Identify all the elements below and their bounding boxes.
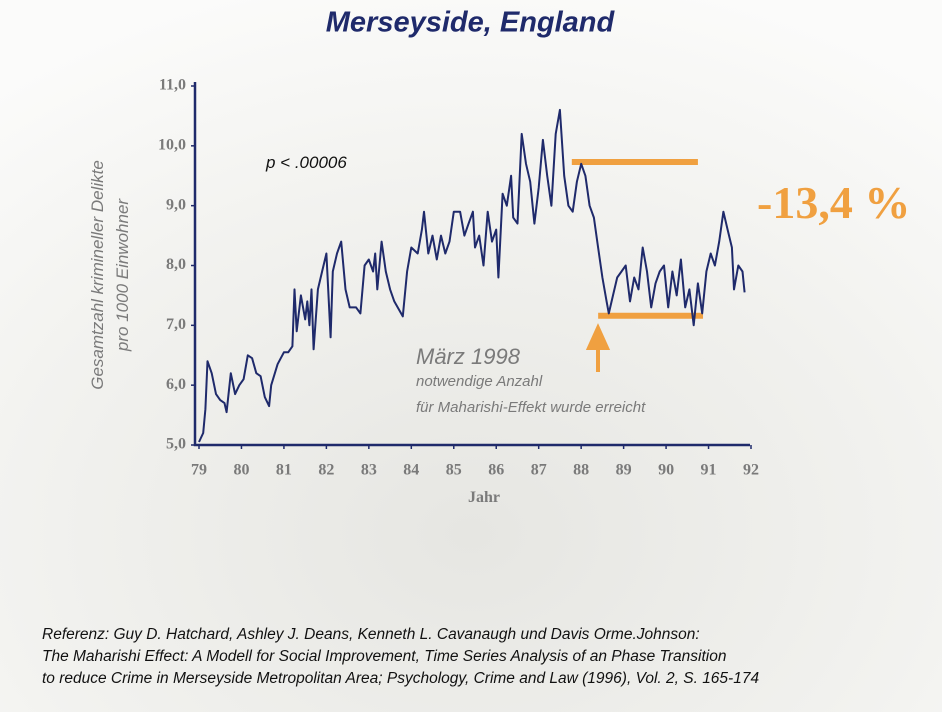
y-tick-label: 7,0 xyxy=(166,316,186,333)
annotation-title: März 1998 xyxy=(416,344,521,369)
x-tick-label: 87 xyxy=(531,462,547,479)
y-tick-label: 6,0 xyxy=(166,376,186,393)
change-label: -13,4 % xyxy=(757,177,910,228)
x-tick-label: 85 xyxy=(446,462,462,479)
reference: to reduce Crime in Merseyside Metropolit… xyxy=(42,670,759,687)
p-value: p < .00006 xyxy=(265,153,347,172)
y-axis-label: pro 1000 Einwohner xyxy=(113,198,132,353)
x-tick-label: 89 xyxy=(616,462,632,479)
x-tick-label: 91 xyxy=(701,462,717,479)
x-tick-label: 86 xyxy=(488,462,504,479)
y-tick-label: 10,0 xyxy=(158,137,186,154)
y-axis-label: Gesamtzahl krimineller Delikte xyxy=(88,160,107,390)
x-tick-label: 81 xyxy=(276,462,292,479)
x-tick-label: 88 xyxy=(573,462,589,479)
x-axis-label: Jahr xyxy=(468,489,500,506)
x-tick-label: 79 xyxy=(191,462,207,479)
x-tick-label: 84 xyxy=(403,462,419,479)
x-tick-label: 92 xyxy=(743,462,759,479)
x-tick-label: 80 xyxy=(233,462,249,479)
x-tick-label: 83 xyxy=(361,462,377,479)
y-tick-label: 11,0 xyxy=(159,77,186,94)
annotation-text: notwendige Anzahl xyxy=(416,373,543,390)
reference: Referenz: Guy D. Hatchard, Ashley J. Dea… xyxy=(42,626,700,643)
chart-title: Merseyside, England xyxy=(326,7,616,39)
y-tick-label: 5,0 xyxy=(166,436,186,453)
reference: The Maharishi Effect: A Modell for Socia… xyxy=(42,648,726,665)
x-tick-label: 82 xyxy=(318,462,334,479)
data-line xyxy=(198,108,746,443)
y-tick-label: 9,0 xyxy=(166,196,186,213)
arrow xyxy=(585,323,611,372)
x-tick-label: 90 xyxy=(658,462,674,479)
y-tick-label: 8,0 xyxy=(166,256,186,273)
annotation-text: für Maharishi-Effekt wurde erreicht xyxy=(416,399,646,416)
